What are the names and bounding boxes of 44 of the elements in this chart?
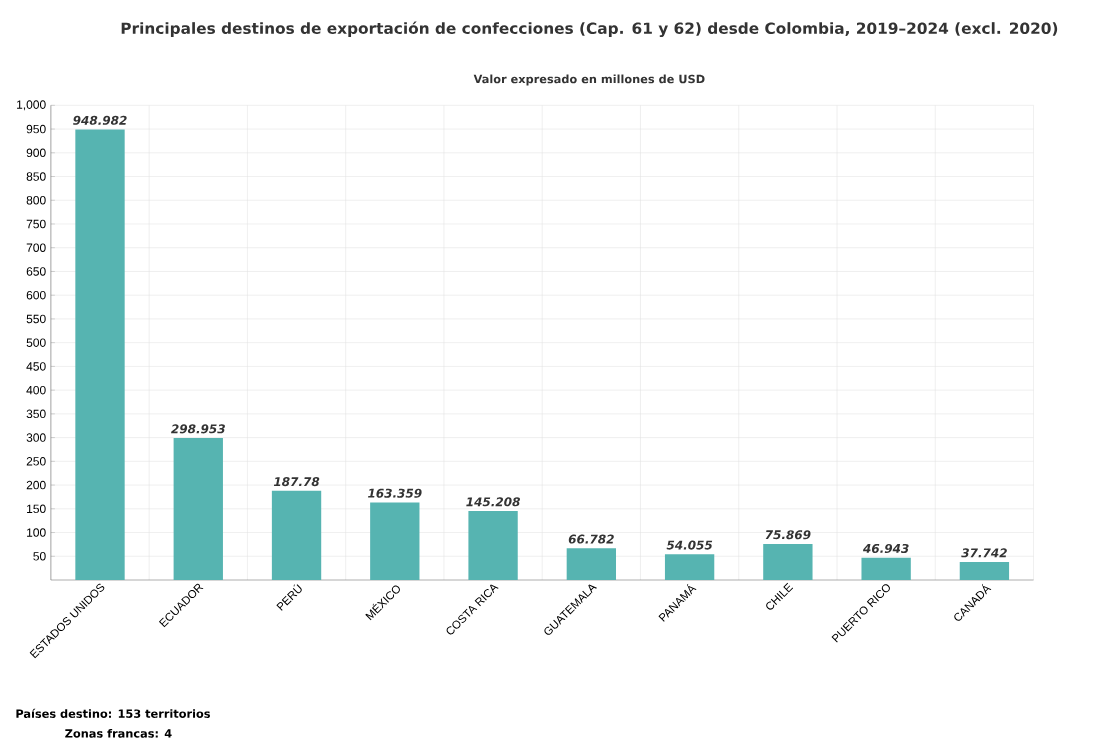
y-tick-label: 950 (26, 124, 46, 134)
data-label: 187.78 (273, 477, 320, 487)
y-tick-label: 750 (26, 219, 46, 229)
text: Países destino: 153 territorios (16, 708, 210, 718)
y-tick-label: 600 (26, 290, 46, 300)
y-tick-label: 800 (26, 196, 46, 205)
data-label: 54.055 (666, 540, 713, 550)
y-tick-label: 500 (26, 338, 46, 347)
data-label: 37.742 (961, 548, 1007, 558)
y-tick-label: 200 (26, 480, 46, 490)
y-tick-label: 450 (26, 362, 46, 371)
bar (468, 511, 518, 580)
data-label: 66.782 (568, 534, 614, 544)
y-tick-label: 900 (26, 148, 46, 158)
chart-subtitle: Valor expresado en millones de USD (473, 74, 705, 86)
y-tick-label: 400 (26, 385, 46, 395)
y-tick-label: 300 (26, 433, 46, 442)
y-tick-label: 650 (26, 267, 46, 276)
data-label: 75.869 (765, 530, 811, 540)
y-tick-label: 250 (26, 457, 46, 466)
data-label: 163.359 (368, 488, 422, 498)
bar (370, 502, 420, 580)
text: Zonas francas: 4 (65, 728, 172, 738)
bar (566, 548, 617, 580)
bar (664, 554, 715, 580)
bar (959, 562, 1010, 580)
bar (173, 438, 223, 580)
bar (75, 129, 125, 580)
y-tick-label: 150 (27, 504, 46, 514)
bar (763, 543, 813, 580)
data-label: 145.208 (466, 497, 520, 507)
y-tick-label: 550 (26, 314, 46, 324)
y-tick-label: 350 (26, 409, 46, 419)
y-tick-label: 50 (33, 552, 46, 561)
y-tick-label: 700 (26, 243, 46, 252)
y-tick-label: 850 (26, 172, 46, 181)
y-tick-label: 1,000 (17, 100, 46, 111)
data-label: 46.943 (862, 543, 909, 554)
data-label: 298.953 (171, 424, 225, 434)
bar (861, 557, 911, 580)
chart-title: Principales destinos de exportación de confecciones (Cap. 61 y 62) desde Colombia, 2019–2024 (excl. 2020) (121, 21, 1058, 38)
y-tick-label: 100 (27, 528, 46, 537)
data-label: 948.982 (73, 115, 127, 125)
bar (271, 490, 322, 580)
